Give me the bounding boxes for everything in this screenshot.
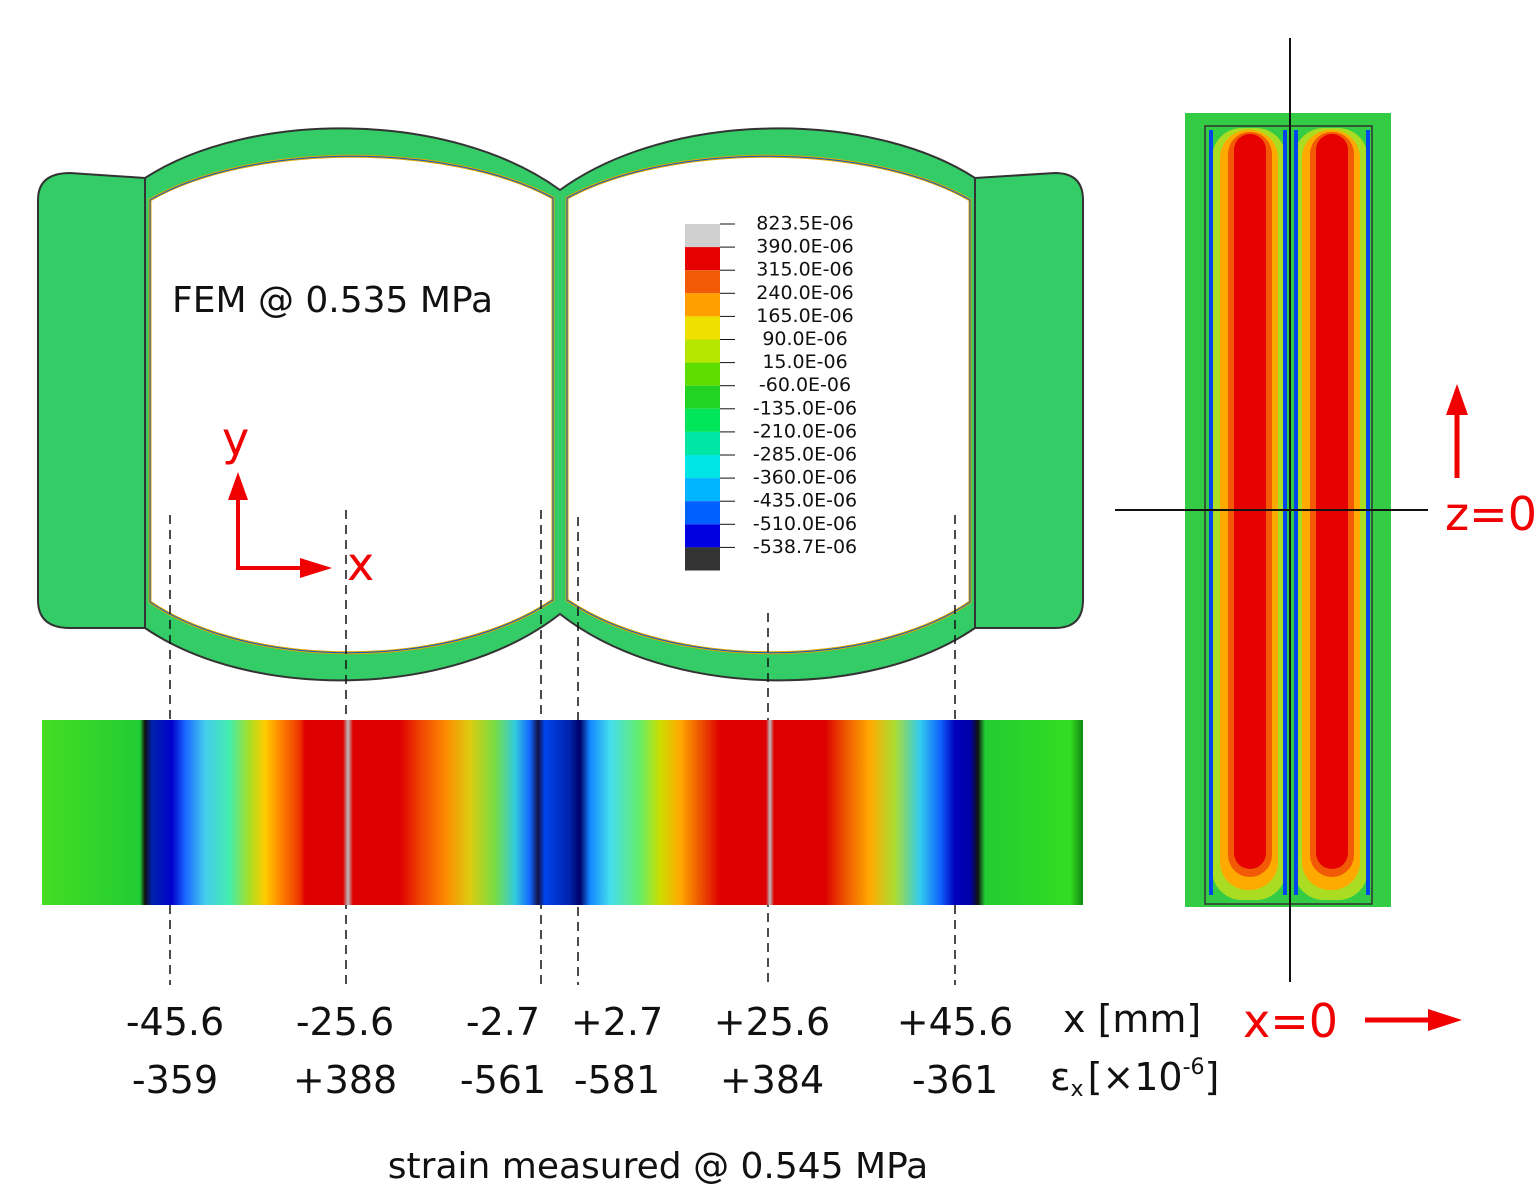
legend-label: -538.7E-06 [753, 536, 857, 558]
legend-label: -60.0E-06 [759, 374, 851, 396]
z-zero-label: z=0 [1445, 487, 1537, 541]
x-zero-label: x=0 [1243, 994, 1338, 1048]
x-unit-label: x [mm] [1063, 997, 1201, 1041]
legend-swatch [685, 524, 720, 547]
legend-swatch [685, 247, 720, 270]
x-position-label: +25.6 [714, 1000, 830, 1044]
legend-label: 390.0E-06 [756, 236, 853, 258]
strain-unit: [×10 [1088, 1055, 1183, 1099]
strain-value-label: -361 [912, 1058, 998, 1102]
legend-swatch [685, 270, 720, 293]
legend-swatch [685, 224, 720, 247]
legend-label: -135.0E-06 [753, 397, 857, 419]
y-axis-label: y [222, 412, 249, 466]
strain-value-label: -561 [460, 1058, 546, 1102]
legend-swatch [685, 363, 720, 386]
legend-label: 823.5E-06 [756, 213, 853, 235]
x-position-label: -45.6 [126, 1000, 224, 1044]
strain-superscript: -6 [1183, 1055, 1205, 1080]
x-position-label: +2.7 [571, 1000, 663, 1044]
legend-swatch [685, 316, 720, 339]
legend-label: -360.0E-06 [753, 467, 857, 489]
legend-label: 165.0E-06 [756, 305, 853, 327]
x-position-label: -2.7 [466, 1000, 540, 1044]
legend-swatch [685, 409, 720, 432]
legend-swatch [685, 293, 720, 316]
strain-value-label: +384 [720, 1058, 824, 1102]
legend-label: -435.0E-06 [753, 490, 857, 512]
strain-value-label: -359 [132, 1058, 218, 1102]
strain-symbol: ε [1050, 1055, 1071, 1099]
legend-swatch [685, 455, 720, 478]
legend: 823.5E-06390.0E-06315.0E-06240.0E-06165.… [685, 213, 857, 571]
legend-label: -285.0E-06 [753, 444, 857, 466]
legend-swatch [685, 340, 720, 363]
legend-label: 240.0E-06 [756, 282, 853, 304]
x-axis-label: x [347, 537, 374, 591]
legend-label: -210.0E-06 [753, 420, 857, 442]
strain-subscript: x [1071, 1077, 1084, 1102]
x-position-label: -25.6 [296, 1000, 394, 1044]
legend-label: 15.0E-06 [762, 351, 847, 373]
legend-label: 90.0E-06 [762, 328, 847, 350]
legend-label: -510.0E-06 [753, 513, 857, 535]
legend-swatch [685, 547, 720, 570]
tube-right-4 [1316, 134, 1348, 869]
strain-band [42, 720, 1083, 905]
legend-swatch [685, 432, 720, 455]
fem-section [38, 128, 1083, 680]
fem-annotation: FEM @ 0.535 MPa [172, 280, 493, 321]
legend-label: 315.0E-06 [756, 259, 853, 281]
figure: FEM @ 0.535 MPa 823.5E-06390.0E-06315.0E… [0, 0, 1539, 1189]
legend-swatch [685, 478, 720, 501]
caption: strain measured @ 0.545 MPa [388, 1146, 928, 1187]
x-position-label: +45.6 [897, 1000, 1013, 1044]
legend-swatch [685, 386, 720, 409]
strain-value-label: -581 [574, 1058, 660, 1102]
strain-close: ] [1205, 1055, 1220, 1099]
legend-swatch [685, 501, 720, 524]
strain-value-label: +388 [293, 1058, 397, 1102]
tube-left-4 [1234, 134, 1266, 869]
